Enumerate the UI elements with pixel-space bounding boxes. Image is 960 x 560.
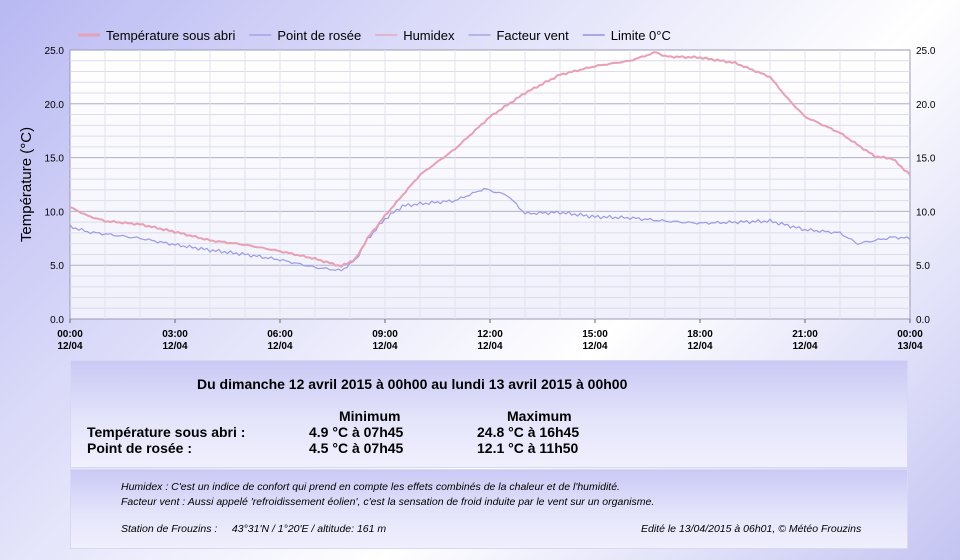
y-tick-label-left: 20.0 [45, 100, 65, 111]
x-tick-time: 00:00 [57, 329, 83, 340]
legend-label: Humidex [403, 28, 455, 43]
legend-label: Température sous abri [106, 28, 235, 43]
x-tick-date: 12/04 [372, 341, 397, 352]
x-tick-time: 06:00 [267, 329, 293, 340]
x-tick-time: 15:00 [582, 329, 608, 340]
y-tick-label-left: 10.0 [45, 207, 65, 218]
y-tick-label-left: 0.0 [50, 315, 64, 326]
x-tick-date: 12/04 [162, 341, 187, 352]
summary-panel: Du dimanche 12 avril 2015 à 00h00 au lun… [70, 360, 908, 468]
series-line [69, 187, 911, 272]
legend-label: Point de rosée [277, 28, 361, 43]
x-tick-time: 18:00 [687, 329, 713, 340]
y-tick-label-left: 5.0 [50, 261, 64, 272]
legend-label: Limite 0°C [611, 28, 671, 43]
y-tick-label-right: 15.0 [916, 154, 936, 165]
x-tick-date: 12/04 [792, 341, 817, 352]
min-value-dewpoint: 4.5 °C à 07h45 [309, 440, 404, 456]
x-tick-date: 12/04 [582, 341, 607, 352]
y-tick-label-right: 10.0 [916, 207, 936, 218]
row-label-dewpoint: Point de rosée : [87, 440, 193, 456]
x-tick-time: 00:00 [897, 329, 923, 340]
max-column-header: Maximum [507, 408, 572, 424]
x-tick-time: 03:00 [162, 329, 188, 340]
wind-factor-note: Facteur vent : Aussi appelé 'refroidisse… [121, 496, 655, 508]
x-tick-date: 12/04 [477, 341, 502, 352]
x-tick-date: 12/04 [267, 341, 292, 352]
x-tick-time: 12:00 [477, 329, 503, 340]
min-value-temperature: 4.9 °C à 07h45 [309, 424, 404, 440]
humidex-note: Humidex : C'est un indice de confort qui… [121, 481, 620, 493]
x-tick-time: 09:00 [372, 329, 398, 340]
notes-panel: Humidex : C'est un indice de confort qui… [70, 469, 908, 549]
max-value-temperature: 24.8 °C à 16h45 [477, 424, 580, 440]
temperature-chart: 0.0 0.0 5.0 5.0 10.0 10.0 15.0 15.0 20.0 20.0 25.0… [18, 28, 936, 352]
y-tick-label-right: 25.0 [916, 46, 936, 57]
row-label-temperature: Température sous abri : [87, 424, 246, 440]
min-column-header: Minimum [339, 408, 401, 424]
y-axis-label: Température (°C) [18, 127, 35, 242]
edited-info: Edité le 13/04/2015 à 06h01, © Météo Fro… [641, 523, 862, 535]
y-tick-label-left: 25.0 [45, 46, 65, 57]
x-tick-date: 12/04 [687, 341, 712, 352]
y-tick-label-right: 5.0 [916, 261, 930, 272]
y-tick-label-left: 15.0 [45, 154, 65, 165]
x-tick-date: 12/04 [57, 341, 82, 352]
x-tick-time: 21:00 [792, 329, 818, 340]
series-line [69, 51, 911, 268]
period-label: Du dimanche 12 avril 2015 à 00h00 au lun… [197, 376, 628, 392]
x-tick-date: 13/04 [897, 341, 922, 352]
y-tick-label-right: 0.0 [916, 315, 930, 326]
max-value-dewpoint: 12.1 °C à 11h50 [477, 440, 579, 456]
station-info: Station de Frouzins : 43°31'N / 1°20'E /… [121, 523, 387, 535]
y-tick-label-right: 20.0 [916, 100, 936, 111]
legend-label: Facteur vent [496, 28, 569, 43]
